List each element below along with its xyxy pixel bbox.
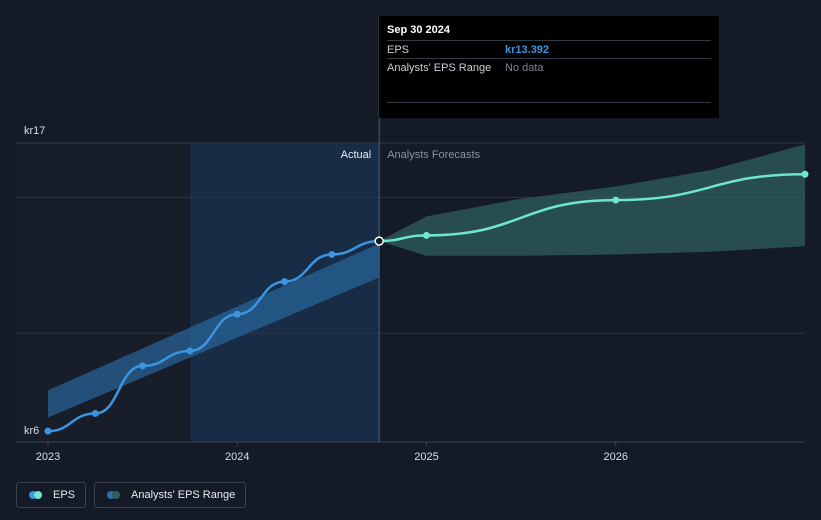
eps-lines — [47, 173, 806, 433]
y-axis: kr17 kr6 — [24, 125, 45, 437]
legend-range-label: Analysts' EPS Range — [131, 489, 236, 501]
forecast-label: Analysts Forecasts — [387, 149, 480, 161]
eps-actual-point — [328, 250, 336, 258]
eps-actual-point — [233, 310, 241, 318]
range-swatch-icon — [107, 491, 123, 499]
x-tick-label: 2026 — [604, 451, 628, 463]
y-tick-label: kr6 — [24, 425, 39, 437]
legend-range-button[interactable]: Analysts' EPS Range — [94, 482, 247, 508]
eps-swatch-icon — [29, 491, 45, 499]
actual-label: Actual — [341, 149, 372, 161]
tooltip-date: Sep 30 2024 — [387, 24, 450, 36]
tooltip-range-value: No data — [505, 61, 544, 74]
tooltip-eps-value: kr13.392 — [505, 43, 550, 56]
eps-actual-point — [281, 278, 289, 286]
eps-actual-line — [47, 239, 380, 433]
tooltip: Sep 30 2024 EPS kr13.392 Analysts' EPS R… — [379, 16, 719, 118]
eps-points — [44, 170, 809, 435]
legend: EPS Analysts' EPS Range — [16, 482, 247, 508]
eps-forecast-point — [612, 196, 620, 204]
legend-eps-label: EPS — [53, 489, 76, 501]
eps-forecast-line — [379, 173, 806, 243]
x-tick-label: 2024 — [225, 451, 249, 463]
x-tick-label: 2025 — [414, 451, 438, 463]
eps-forecast-point — [423, 231, 430, 239]
x-tick-label: 2023 — [36, 451, 60, 463]
tooltip-row-range: Analysts' EPS Range No data — [387, 58, 711, 76]
eps-forecast-point — [801, 170, 809, 178]
tooltip-range-label: Analysts' EPS Range — [387, 61, 492, 74]
tooltip-divider — [387, 102, 711, 103]
past-shade — [16, 143, 189, 442]
eps-actual-point — [186, 347, 194, 355]
y-tick-label: kr17 — [24, 125, 45, 137]
eps-actual-point — [91, 409, 99, 417]
tooltip-eps-label: EPS — [387, 43, 410, 56]
eps-actual-point — [374, 236, 384, 246]
tooltip-row-eps: EPS kr13.392 — [387, 40, 711, 58]
x-axis: 2023 2024 2025 2026 — [36, 442, 628, 463]
eps-actual-point — [139, 362, 147, 370]
eps-chart: Actual Analysts Forecasts 2023 2024 2025 20… — [16, 16, 809, 463]
eps-actual-point — [44, 427, 52, 435]
legend-eps-button[interactable]: EPS — [16, 482, 87, 508]
